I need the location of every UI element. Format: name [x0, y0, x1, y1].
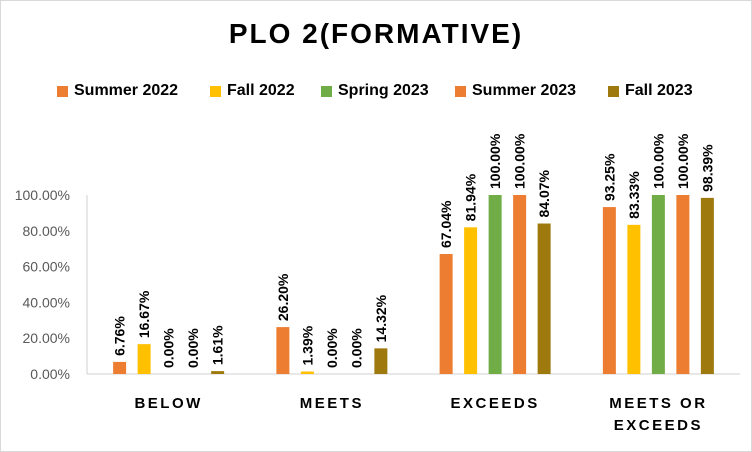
bar	[374, 348, 388, 374]
data-label: 0.00%	[185, 328, 201, 368]
y-tick-label: 20.00%	[23, 330, 70, 346]
data-label: 16.67%	[136, 290, 152, 338]
x-category-label: BELOW	[134, 395, 202, 412]
legend-label: Summer 2022	[74, 82, 179, 99]
legend-label: Summer 2023	[472, 82, 577, 99]
data-label: 6.76%	[112, 316, 128, 356]
legend-label: Fall 2022	[227, 82, 295, 99]
legend-swatch	[455, 85, 466, 97]
data-label: 84.07%	[536, 169, 552, 217]
data-label: 1.39%	[299, 325, 315, 365]
data-label: 100.00%	[675, 133, 691, 189]
data-label: 93.25%	[601, 153, 617, 201]
legend-swatch	[608, 85, 619, 97]
y-tick-label: 100.00%	[15, 187, 70, 203]
bar	[513, 195, 527, 374]
bar	[276, 327, 290, 374]
data-label: 26.20%	[275, 273, 291, 321]
data-label: 14.32%	[373, 294, 389, 342]
y-tick-label: 0.00%	[30, 366, 70, 382]
data-label: 1.61%	[210, 325, 226, 365]
bar	[676, 195, 690, 374]
data-label: 100.00%	[487, 133, 503, 189]
data-label: 98.39%	[699, 144, 715, 192]
bar	[488, 195, 502, 374]
bar	[464, 227, 478, 374]
chart-title: PLO 2(FORMATIVE)	[228, 18, 524, 49]
legend-swatch	[321, 85, 332, 97]
legend-swatch	[57, 85, 68, 97]
bar	[537, 223, 551, 374]
data-label: 0.00%	[324, 328, 340, 368]
data-label: 0.00%	[348, 328, 364, 368]
legend-item: Spring 2023	[321, 80, 429, 102]
data-label: 100.00%	[650, 133, 666, 189]
data-label: 100.00%	[512, 133, 528, 189]
data-label: 67.04%	[438, 200, 454, 248]
data-label: 81.94%	[463, 173, 479, 221]
bar	[602, 207, 616, 374]
legend-item: Summer 2022	[57, 80, 178, 102]
data-label: 0.00%	[161, 328, 177, 368]
bar	[300, 371, 314, 374]
bar	[113, 361, 127, 374]
bar	[137, 344, 151, 374]
x-category-label: MEETS OR	[609, 395, 707, 412]
bar	[651, 195, 665, 374]
x-category-label: MEETS	[300, 395, 364, 412]
legend-label: Fall 2023	[625, 82, 693, 99]
bar	[211, 371, 225, 374]
data-label: 83.33%	[626, 171, 642, 219]
y-tick-label: 60.00%	[23, 259, 70, 275]
y-tick-label: 80.00%	[23, 223, 70, 239]
legend-item: Summer 2023	[455, 80, 576, 102]
bar	[439, 253, 453, 374]
y-tick-label: 40.00%	[23, 294, 70, 310]
chart-legend: Summer 2022 Fall 2022 Spring 2023 Summer 20…	[0, 80, 752, 102]
legend-item: Fall 2023	[608, 80, 693, 102]
legend-swatch	[210, 85, 221, 97]
bar	[627, 224, 641, 374]
x-category-label: EXCEEDS	[451, 395, 540, 412]
x-category-label: EXCEEDS	[614, 417, 703, 434]
legend-item: Fall 2022	[210, 80, 295, 102]
legend-label: Spring 2023	[338, 82, 429, 99]
bar	[700, 197, 714, 374]
